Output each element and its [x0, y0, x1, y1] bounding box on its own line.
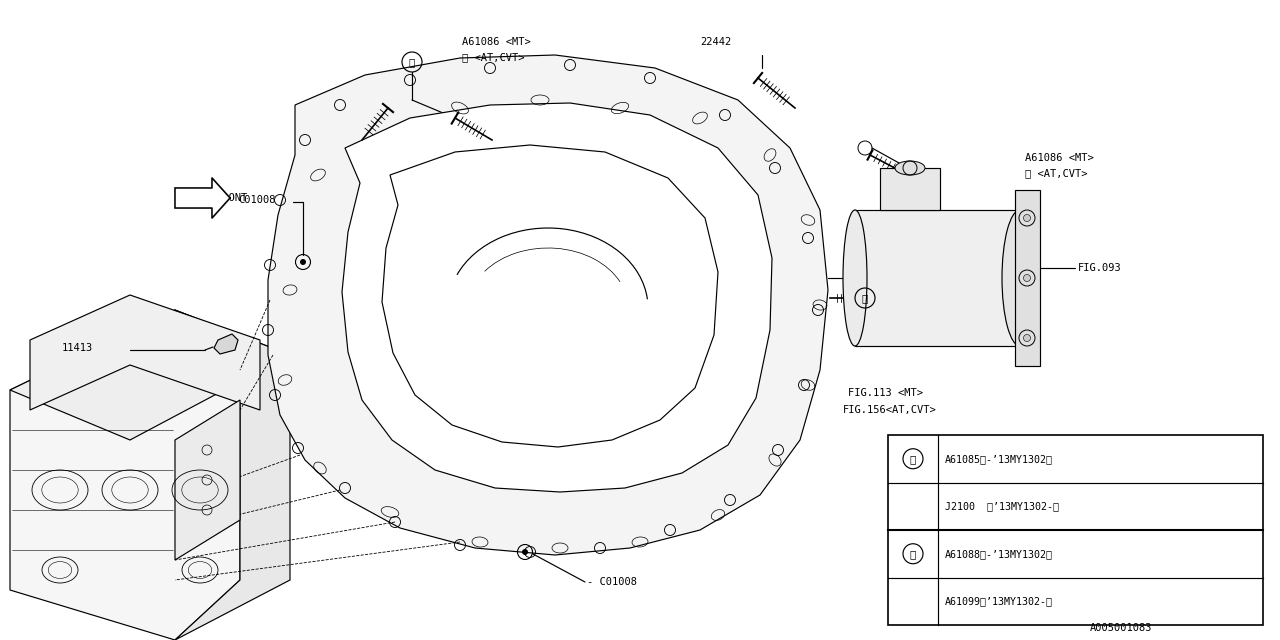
Text: FRONT: FRONT [218, 193, 248, 203]
Polygon shape [175, 400, 241, 560]
Polygon shape [29, 295, 260, 410]
Polygon shape [342, 103, 772, 492]
Circle shape [1024, 275, 1030, 282]
Polygon shape [881, 168, 940, 210]
Ellipse shape [895, 161, 925, 175]
Polygon shape [175, 178, 230, 218]
Text: - C01008: - C01008 [588, 577, 637, 587]
Polygon shape [175, 310, 291, 640]
Text: J2100  （’13MY1302-）: J2100 （’13MY1302-） [945, 501, 1059, 511]
Text: ② <AT,CVT>: ② <AT,CVT> [1025, 168, 1088, 178]
Text: A61099（’13MY1302-）: A61099（’13MY1302-） [945, 596, 1053, 606]
Polygon shape [381, 145, 718, 447]
Text: 11413: 11413 [61, 343, 93, 353]
Text: FIG.113 <MT>: FIG.113 <MT> [849, 388, 923, 398]
Text: ① <AT,CVT>: ① <AT,CVT> [462, 52, 525, 62]
Circle shape [522, 549, 529, 555]
Circle shape [1024, 335, 1030, 342]
Text: A61088（-’13MY1302）: A61088（-’13MY1302） [945, 548, 1053, 559]
Polygon shape [1015, 190, 1039, 366]
Text: ②: ② [910, 548, 916, 559]
Text: A61085（-’13MY1302）: A61085（-’13MY1302） [945, 454, 1053, 464]
Text: 22442: 22442 [700, 37, 731, 47]
Ellipse shape [1002, 210, 1038, 346]
Text: A005001083: A005001083 [1091, 623, 1152, 633]
Bar [888, 435, 1263, 625]
Polygon shape [10, 310, 241, 640]
Polygon shape [855, 210, 1020, 346]
Text: A61086 <MT>: A61086 <MT> [1025, 153, 1093, 163]
Text: ①: ① [861, 293, 868, 303]
Text: FIG.156<AT,CVT>: FIG.156<AT,CVT> [844, 405, 937, 415]
Circle shape [1024, 214, 1030, 221]
Text: C01008: C01008 [238, 195, 275, 205]
Polygon shape [175, 178, 230, 218]
Polygon shape [10, 310, 291, 440]
Polygon shape [268, 55, 828, 555]
Text: FIG.093: FIG.093 [1078, 263, 1121, 273]
Ellipse shape [844, 210, 867, 346]
Circle shape [300, 259, 306, 265]
Text: A61086 <MT>: A61086 <MT> [462, 37, 531, 47]
Polygon shape [214, 334, 238, 354]
Text: ①: ① [910, 454, 916, 464]
Text: ①: ① [408, 57, 415, 67]
